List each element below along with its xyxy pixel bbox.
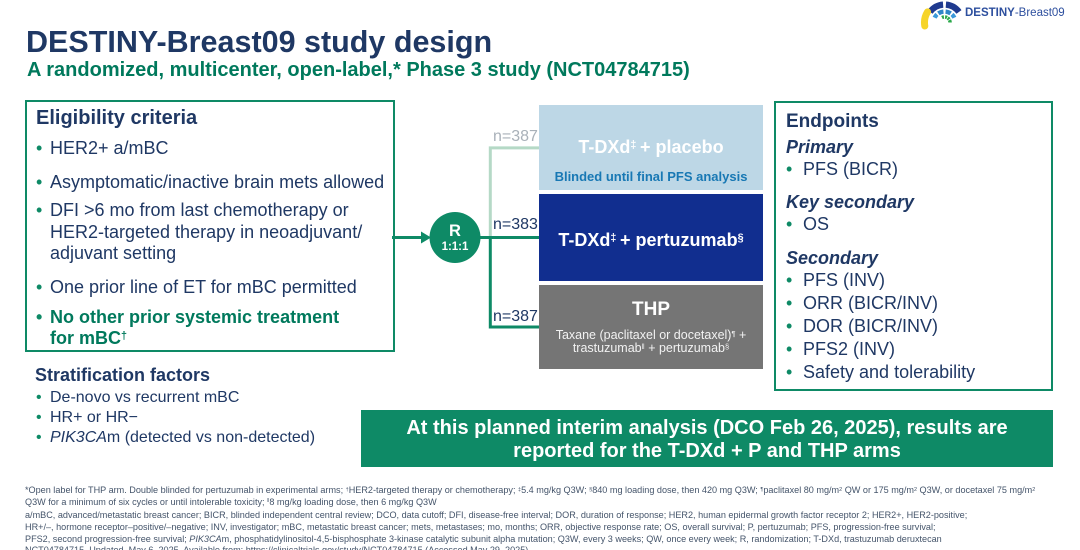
- svg-text:R: R: [449, 222, 461, 240]
- svg-text:1:1:1: 1:1:1: [442, 241, 469, 253]
